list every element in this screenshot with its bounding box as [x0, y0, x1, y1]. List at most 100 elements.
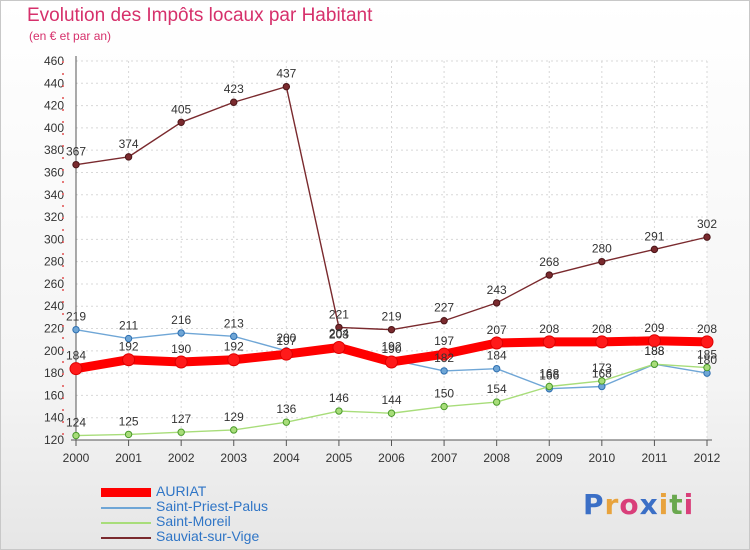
series	[69, 82, 714, 440]
data-label-saint-priest-palus: 166	[539, 369, 559, 383]
y-tick-label: 140	[44, 411, 64, 425]
data-labels: 367 374 405 423 437 221 219 227 243 268 280 291 302 2…	[66, 67, 717, 430]
x-tick-label: 2004	[273, 451, 300, 465]
data-point-saint-moreil	[177, 428, 185, 436]
data-point-auriat	[332, 340, 346, 354]
legend-swatch	[101, 507, 151, 509]
data-point-auriat	[122, 353, 136, 367]
legend-item-saint-moreil: Saint-Moreil	[101, 513, 401, 530]
y-tick-label: 200	[44, 344, 64, 358]
data-point-sauviat-sur-vige	[230, 98, 238, 106]
legend-item-sauviat-sur-vige: Sauviat-sur-Vige	[101, 528, 401, 545]
x-tick-label: 2003	[220, 451, 247, 465]
data-label-auriat: 190	[171, 342, 191, 356]
x-tick-label: 2009	[536, 451, 563, 465]
y-tick-label: 280	[44, 255, 64, 269]
legend-item-auriat: AURIAT	[101, 483, 401, 500]
data-label-auriat: 207	[487, 323, 507, 337]
data-label-sauviat-sur-vige: 367	[66, 145, 86, 159]
y-tick-label: 380	[44, 143, 64, 157]
data-label-saint-priest-palus: 182	[434, 351, 454, 365]
y-tick-label: 180	[44, 366, 64, 380]
data-point-saint-priest-palus	[124, 334, 133, 343]
data-point-sauviat-sur-vige	[124, 153, 133, 161]
x-tick-label: 2010	[588, 451, 615, 465]
data-label-saint-priest-palus: 211	[119, 319, 138, 333]
data-point-sauviat-sur-vige	[598, 257, 606, 266]
data-point-auriat	[647, 334, 661, 348]
legend-swatch	[101, 488, 151, 497]
data-label-sauviat-sur-vige: 219	[381, 310, 401, 324]
data-label-saint-priest-palus: 192	[381, 340, 401, 354]
data-label-saint-priest-palus: 216	[171, 313, 191, 327]
data-point-saint-priest-palus	[230, 332, 238, 341]
y-tick-label: 160	[44, 388, 64, 402]
data-label-saint-moreil: 136	[276, 402, 296, 416]
data-label-saint-priest-palus: 204	[329, 326, 349, 340]
data-label-sauviat-sur-vige: 302	[697, 217, 717, 231]
data-point-saint-moreil	[124, 430, 133, 439]
data-point-saint-moreil	[282, 418, 291, 426]
data-label-saint-moreil: 154	[487, 382, 507, 396]
data-point-auriat	[279, 347, 293, 361]
chart-subtitle: (en € et par an)	[29, 29, 112, 43]
data-point-sauviat-sur-vige	[387, 325, 396, 334]
legend-label: Saint-Priest-Palus	[156, 498, 269, 514]
x-tick-label: 2000	[63, 451, 90, 465]
data-point-auriat	[385, 355, 398, 369]
data-label-saint-moreil: 173	[592, 361, 612, 375]
data-label-saint-moreil: 125	[119, 414, 139, 428]
y-tick-label: 220	[44, 322, 64, 336]
y-tick-label: 400	[44, 121, 64, 135]
legend-item-saint-priest-palus: Saint-Priest-Palus	[101, 498, 401, 515]
data-label-saint-moreil: 124	[66, 416, 86, 430]
data-point-sauviat-sur-vige	[650, 245, 659, 254]
data-label-saint-priest-palus: 200	[276, 331, 296, 345]
data-point-saint-moreil	[387, 409, 396, 417]
axes: 1201401601802002202402602803003203403603…	[44, 54, 721, 465]
data-point-sauviat-sur-vige	[282, 82, 291, 91]
data-label-saint-moreil: 129	[224, 410, 244, 424]
data-label-sauviat-sur-vige: 280	[592, 242, 612, 256]
chart-title: Evolution des Impôts locaux par Habitant	[27, 5, 373, 26]
data-point-sauviat-sur-vige	[440, 317, 448, 325]
data-point-saint-priest-palus	[492, 364, 501, 373]
data-point-auriat	[490, 336, 504, 350]
x-tick-label: 2001	[115, 451, 142, 465]
data-point-sauviat-sur-vige	[72, 160, 80, 169]
data-label-auriat: 208	[697, 322, 717, 336]
x-tick-label: 2011	[642, 451, 668, 465]
data-point-auriat	[595, 335, 609, 349]
legend: AURIAT Saint-Priest-Palus Saint-Moreil Sauv…	[101, 483, 401, 545]
grid	[75, 60, 708, 441]
legend-label: AURIAT	[156, 483, 207, 499]
data-label-saint-moreil: 185	[697, 348, 717, 362]
data-point-auriat	[227, 353, 241, 367]
x-tick-label: 2008	[483, 451, 510, 465]
data-label-sauviat-sur-vige: 405	[171, 102, 191, 116]
y-tick-label: 460	[44, 54, 64, 68]
legend-label: Saint-Moreil	[156, 513, 231, 529]
x-tick-label: 2002	[168, 451, 195, 465]
data-label-auriat: 208	[539, 322, 559, 336]
data-label-saint-priest-palus: 213	[224, 316, 244, 330]
data-point-saint-moreil	[440, 402, 448, 411]
data-label-sauviat-sur-vige: 243	[487, 283, 507, 297]
data-label-saint-priest-palus: 180	[697, 353, 717, 367]
data-point-auriat	[700, 335, 714, 349]
data-label-saint-moreil: 144	[381, 393, 401, 407]
data-label-auriat: 184	[66, 349, 86, 363]
data-point-auriat	[542, 335, 556, 349]
data-label-auriat: 190	[381, 342, 401, 356]
data-point-sauviat-sur-vige	[492, 299, 501, 307]
data-label-auriat: 203	[329, 327, 349, 341]
data-label-sauviat-sur-vige: 291	[644, 229, 664, 243]
data-point-saint-moreil	[72, 431, 80, 440]
data-label-sauviat-sur-vige: 268	[539, 255, 559, 269]
data-label-saint-priest-palus: 219	[66, 310, 86, 324]
data-label-saint-priest-palus: 184	[487, 349, 507, 363]
y-tick-label: 340	[44, 188, 64, 202]
data-point-saint-moreil	[598, 377, 606, 385]
